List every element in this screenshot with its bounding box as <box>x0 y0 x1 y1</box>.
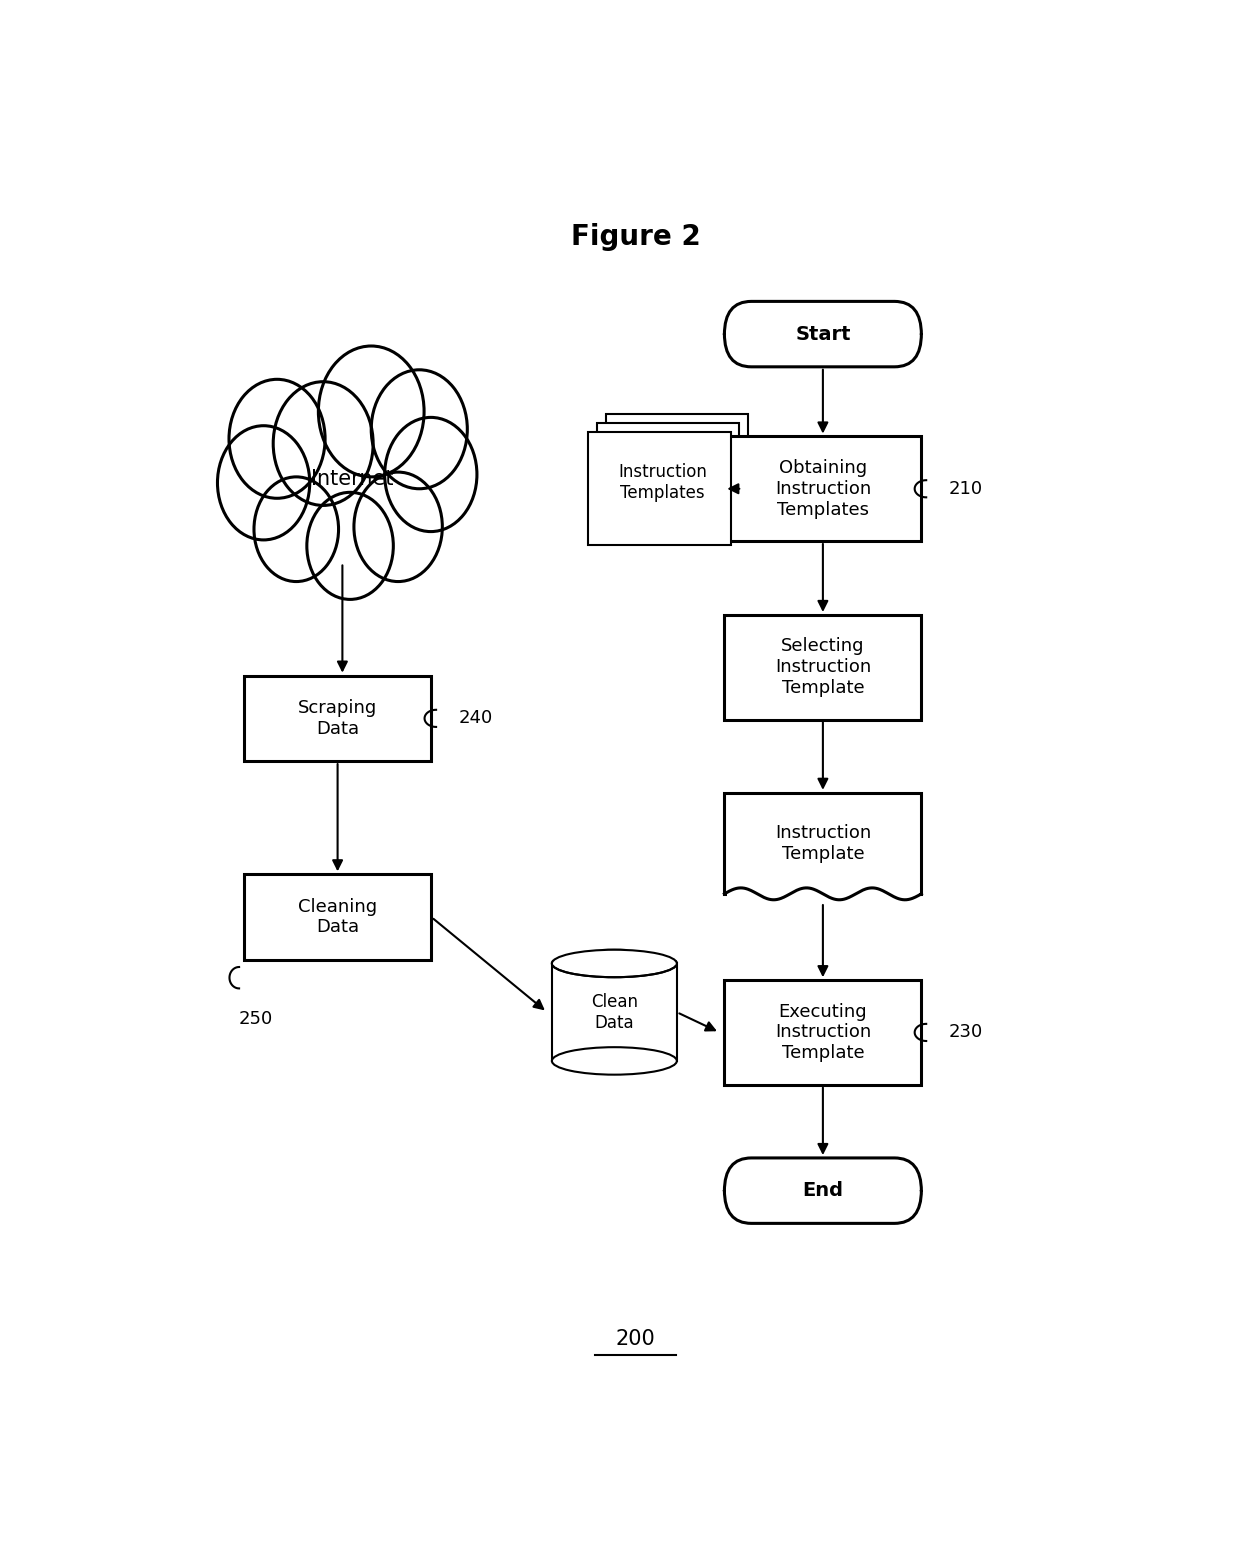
Text: Scraping
Data: Scraping Data <box>298 698 377 739</box>
Bar <box>728 888 919 899</box>
Text: Instruction
Template: Instruction Template <box>775 823 870 862</box>
Text: 240: 240 <box>459 709 492 728</box>
Bar <box>552 964 677 1061</box>
Text: Obtaining
Instruction
Templates: Obtaining Instruction Templates <box>775 459 870 519</box>
Ellipse shape <box>552 950 677 978</box>
FancyBboxPatch shape <box>724 615 921 720</box>
Circle shape <box>273 382 373 505</box>
Text: Figure 2: Figure 2 <box>570 222 701 250</box>
FancyBboxPatch shape <box>724 1157 921 1224</box>
Text: End: End <box>802 1182 843 1200</box>
Circle shape <box>217 426 310 539</box>
FancyBboxPatch shape <box>724 436 921 541</box>
Ellipse shape <box>552 1048 677 1075</box>
Circle shape <box>319 346 424 477</box>
Circle shape <box>306 493 393 599</box>
Bar <box>589 433 730 545</box>
Bar <box>724 793 921 895</box>
Text: Instruction
Templates: Instruction Templates <box>618 464 707 502</box>
Text: 210: 210 <box>949 480 982 497</box>
Text: 250: 250 <box>239 1010 273 1027</box>
Text: Start: Start <box>795 324 851 343</box>
Circle shape <box>229 380 325 499</box>
Text: Executing
Instruction
Template: Executing Instruction Template <box>775 1003 870 1063</box>
Circle shape <box>254 477 339 581</box>
Circle shape <box>384 417 477 531</box>
Bar <box>553 949 676 964</box>
Text: 230: 230 <box>949 1023 982 1041</box>
Circle shape <box>371 369 467 488</box>
Text: Selecting
Instruction
Template: Selecting Instruction Template <box>775 638 870 697</box>
Text: Internet: Internet <box>311 470 393 490</box>
FancyBboxPatch shape <box>724 301 921 366</box>
FancyBboxPatch shape <box>244 874 432 959</box>
Bar <box>605 414 748 527</box>
FancyBboxPatch shape <box>724 980 921 1085</box>
Text: Clean
Data: Clean Data <box>590 993 637 1032</box>
FancyBboxPatch shape <box>244 675 432 762</box>
Text: Cleaning
Data: Cleaning Data <box>298 898 377 936</box>
Bar <box>596 423 739 536</box>
Text: 200: 200 <box>615 1329 656 1349</box>
Circle shape <box>353 473 443 581</box>
